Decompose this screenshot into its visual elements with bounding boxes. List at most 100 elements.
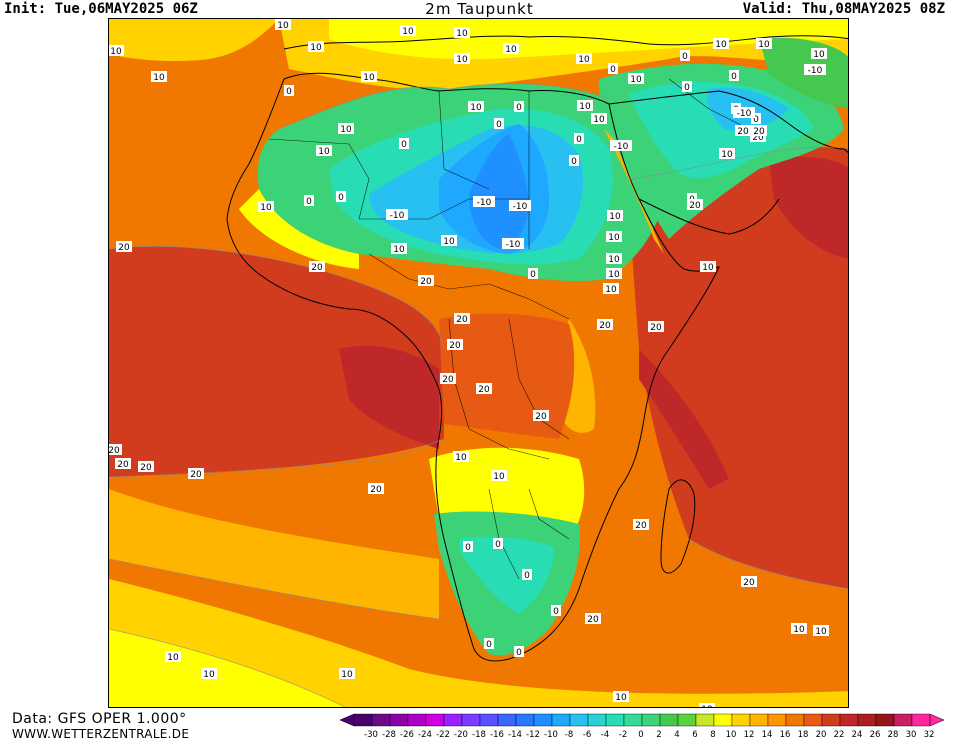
contour-value-label: 10 [503, 43, 519, 55]
contour-value-text: 0 [576, 135, 582, 145]
legend-swatch [695, 713, 715, 727]
legend-tick-label: 4 [674, 730, 679, 740]
contour-value-label: -10 [473, 196, 495, 208]
contour-value-label: 10 [699, 703, 715, 707]
legend-swatch [839, 713, 859, 727]
legend-tick-label: 10 [726, 730, 737, 740]
contour-value-label: 20 [309, 261, 325, 273]
contour-value-text: 0 [731, 72, 737, 82]
legend-tick-label: 6 [692, 730, 697, 740]
legend-swatch [353, 713, 373, 727]
contour-value-text: -10 [506, 240, 521, 250]
contour-value-text: 10 [609, 212, 621, 222]
contour-value-label: 10 [339, 668, 355, 680]
contour-value-label: 20 [138, 461, 154, 473]
legend-tick-label: 20 [816, 730, 827, 740]
data-source-label: Data: GFS OPER 1.000° [12, 711, 187, 727]
valid-time-label: Valid: Thu,08MAY2025 08Z [742, 1, 945, 17]
contour-value-label: 20 [648, 321, 664, 333]
contour-value-text: 10 [579, 102, 591, 112]
contour-value-text: 10 [456, 55, 468, 65]
contour-value-label: 0 [514, 101, 524, 113]
contour-value-text: 20 [650, 323, 662, 333]
legend-swatch [533, 713, 553, 727]
tropical-atlantic-moist [109, 246, 444, 477]
contour-value-text: 20 [117, 460, 129, 470]
contour-value-label: 10 [316, 145, 332, 157]
contour-value-label: 10 [606, 268, 622, 280]
contour-value-label: 20 [687, 199, 703, 211]
contour-value-text: 10 [578, 55, 590, 65]
south-ocean-yellow-inner [109, 629, 345, 707]
contour-value-label: 10 [109, 45, 124, 57]
legend-tick-label: -30 [364, 730, 378, 740]
contour-value-label: 20 [418, 275, 434, 287]
contour-value-text: 10 [493, 472, 505, 482]
legend-tick-label: 18 [798, 730, 809, 740]
contour-value-label: 20 [447, 339, 463, 351]
contour-value-label: 10 [756, 38, 772, 50]
legend-swatch [497, 713, 517, 727]
coastlines [226, 35, 848, 662]
contour-value-label: 10 [391, 243, 407, 255]
legend-tick-label: -24 [418, 730, 432, 740]
contour-value-text: 0 [495, 540, 501, 550]
contour-value-label: 10 [591, 113, 607, 125]
contour-value-text: 0 [571, 157, 577, 167]
contour-value-text: 10 [605, 285, 617, 295]
legend-swatch [551, 713, 571, 727]
legend-tick-label: -12 [526, 730, 540, 740]
contour-value-label: 0 [522, 569, 532, 581]
contour-value-label: 20 [750, 131, 766, 143]
legend-tick-label: 2 [656, 730, 661, 740]
madagascar [660, 479, 696, 574]
legend-tick-label: -28 [382, 730, 396, 740]
contour-value-text: 0 [306, 197, 312, 207]
contour-value-text: 0 [682, 52, 688, 62]
contour-value-label: 0 [336, 191, 346, 203]
contour-value-label: 0 [463, 541, 473, 553]
legend-arrow-high [929, 713, 945, 727]
contour-value-label: 10 [576, 53, 592, 65]
map-title: 2m Taupunkt [425, 0, 534, 18]
contour-value-text: 20 [420, 277, 432, 287]
contour-value-text: 20 [118, 243, 130, 253]
contour-value-label: -10 [733, 107, 755, 119]
contour-value-label: 20 [454, 313, 470, 325]
contour-value-label: 10 [308, 41, 324, 53]
arabian-sea-core [769, 157, 848, 259]
contour-value-label: 10 [400, 25, 416, 37]
contour-value-label: 20 [115, 458, 131, 470]
contour-value-label: 0 [729, 70, 739, 82]
legend-tick-label: -22 [436, 730, 450, 740]
contour-value-label: 10 [613, 691, 629, 703]
legend-swatch [443, 713, 463, 727]
contour-value-label: 0 [494, 118, 504, 130]
contour-value-text: 0 [524, 571, 530, 581]
contour-value-label: 10 [165, 651, 181, 663]
legend-swatch [371, 713, 391, 727]
legend-swatch [479, 713, 499, 727]
contour-value-label: 10 [491, 470, 507, 482]
contour-value-text: 0 [286, 87, 292, 97]
legend-swatch [713, 713, 733, 727]
contour-value-label: 10 [603, 283, 619, 295]
contour-value-text: 10 [153, 73, 165, 83]
contour-value-text: 10 [758, 40, 770, 50]
contour-value-text: 10 [608, 255, 620, 265]
contour-value-label: 20 [597, 319, 613, 331]
kalahari-teal [459, 536, 554, 614]
contour-value-text: 20 [535, 412, 547, 422]
contour-value-text: -10 [614, 142, 629, 152]
contour-value-text: 10 [310, 43, 322, 53]
contour-value-text: 10 [721, 150, 733, 160]
legend-tick-label: 28 [888, 730, 899, 740]
africa-coastline [226, 72, 720, 662]
contour-value-text: 0 [516, 103, 522, 113]
contour-value-label: 0 [569, 155, 579, 167]
legend-tick-label: 0 [638, 730, 643, 740]
contour-value-text: 10 [456, 29, 468, 39]
contour-value-text: 20 [456, 315, 468, 325]
contour-value-label: -10 [509, 200, 531, 212]
